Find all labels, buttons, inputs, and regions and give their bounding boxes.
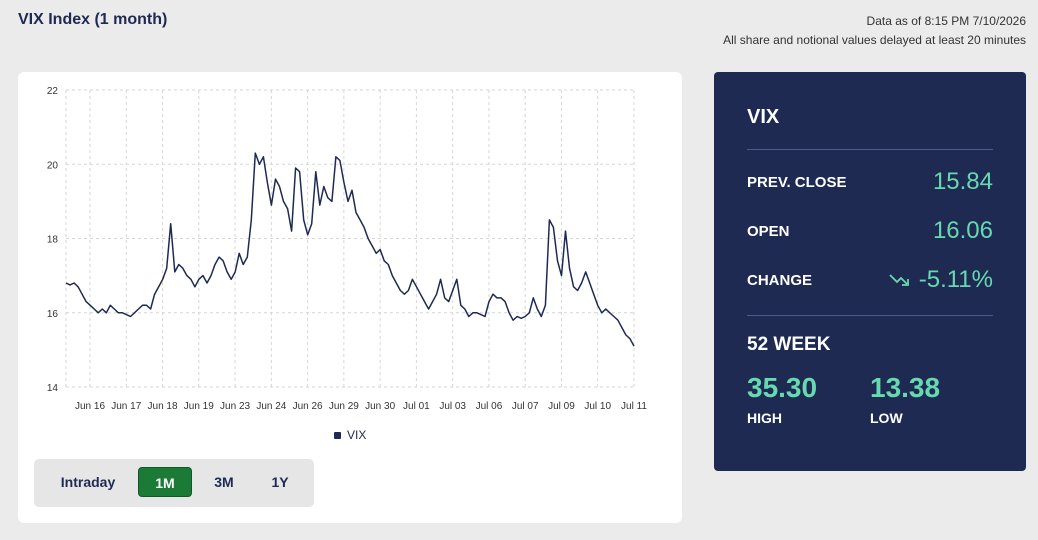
divider	[747, 315, 993, 316]
week52-high-label: HIGH	[747, 410, 782, 426]
x-tick-label: Jul 01	[403, 401, 430, 412]
data-as-of: Data as of 8:15 PM 7/10/2026	[866, 14, 1026, 28]
x-tick-label: Jun 18	[148, 401, 178, 412]
range-intraday-button[interactable]: Intraday	[60, 474, 116, 490]
x-tick-label: Jul 06	[476, 401, 503, 412]
change-value-group: -5.11%	[889, 266, 993, 294]
x-tick-label: Jun 19	[184, 401, 214, 412]
prev-close-value: 15.84	[932, 168, 993, 195]
week52-high-value: 35.30	[747, 372, 818, 403]
x-tick-label: Jul 11	[621, 401, 647, 412]
y-tick-label: 22	[47, 86, 59, 97]
range-1y-button[interactable]: 1Y	[271, 474, 289, 490]
range-3m-button[interactable]: 3M	[214, 474, 234, 490]
series-line-vix	[65, 152, 635, 347]
week52-low-label: LOW	[870, 410, 903, 426]
divider	[747, 149, 993, 150]
x-tick-label: Jun 26	[293, 401, 323, 412]
change-label: CHANGE	[747, 271, 813, 289]
open-row: OPEN 16.06	[747, 217, 993, 245]
y-tick-label: 16	[47, 309, 59, 320]
x-tick-label: Jun 29	[329, 401, 359, 412]
change-row: CHANGE -5.11%	[747, 266, 993, 294]
chart-legend[interactable]: VIX	[334, 428, 366, 442]
legend-swatch	[334, 431, 341, 439]
quote-panel: VIX PREV. CLOSE 15.84 OPEN 16.06 CHANGE …	[714, 72, 1026, 471]
x-tick-label: Jul 03	[439, 401, 466, 412]
x-tick-label: Jun 16	[75, 401, 105, 412]
x-tick-label: Jun 17	[111, 401, 141, 412]
x-tick-label: Jun 30	[365, 401, 395, 412]
range-1m-button[interactable]: 1M	[138, 467, 192, 497]
trending-down-icon	[889, 274, 909, 286]
x-tick-label: Jun 23	[220, 401, 250, 412]
x-tick-label: Jun 24	[256, 401, 286, 412]
week52-low-value: 13.38	[870, 372, 941, 403]
x-tick-label: Jul 10	[584, 401, 611, 412]
page-title: VIX Index (1 month)	[18, 11, 168, 28]
change-value: -5.11%	[918, 266, 993, 293]
vix-line-chart: 14 16 18 20 22 Jun 16 Jun 17 Jun 18 Jun 19 Jun 23…	[47, 86, 648, 412]
data-timestamp: Data as of 8:15 PM 7/10/2026 All share a…	[723, 12, 1026, 50]
y-tick-label: 14	[47, 383, 59, 394]
week52-label: 52 WEEK	[747, 334, 831, 355]
x-tick-label: Jul 09	[548, 401, 575, 412]
x-tick-label: Jul 07	[512, 401, 539, 412]
open-value: 16.06	[932, 217, 993, 244]
prev-close-label: PREV. CLOSE	[747, 173, 847, 191]
range-selector: Intraday 1M 3M 1Y	[34, 459, 314, 507]
panel-title: VIX	[747, 106, 780, 128]
prev-close-row: PREV. CLOSE 15.84	[747, 168, 993, 196]
delay-note: All share and notional values delayed at…	[723, 33, 1026, 47]
open-label: OPEN	[747, 222, 790, 240]
chart-card: 14 16 18 20 22 Jun 16 Jun 17 Jun 18 Jun 19 Jun 23…	[18, 72, 682, 523]
y-tick-label: 18	[47, 235, 59, 246]
y-tick-label: 20	[47, 160, 59, 171]
legend-label: VIX	[347, 428, 367, 442]
